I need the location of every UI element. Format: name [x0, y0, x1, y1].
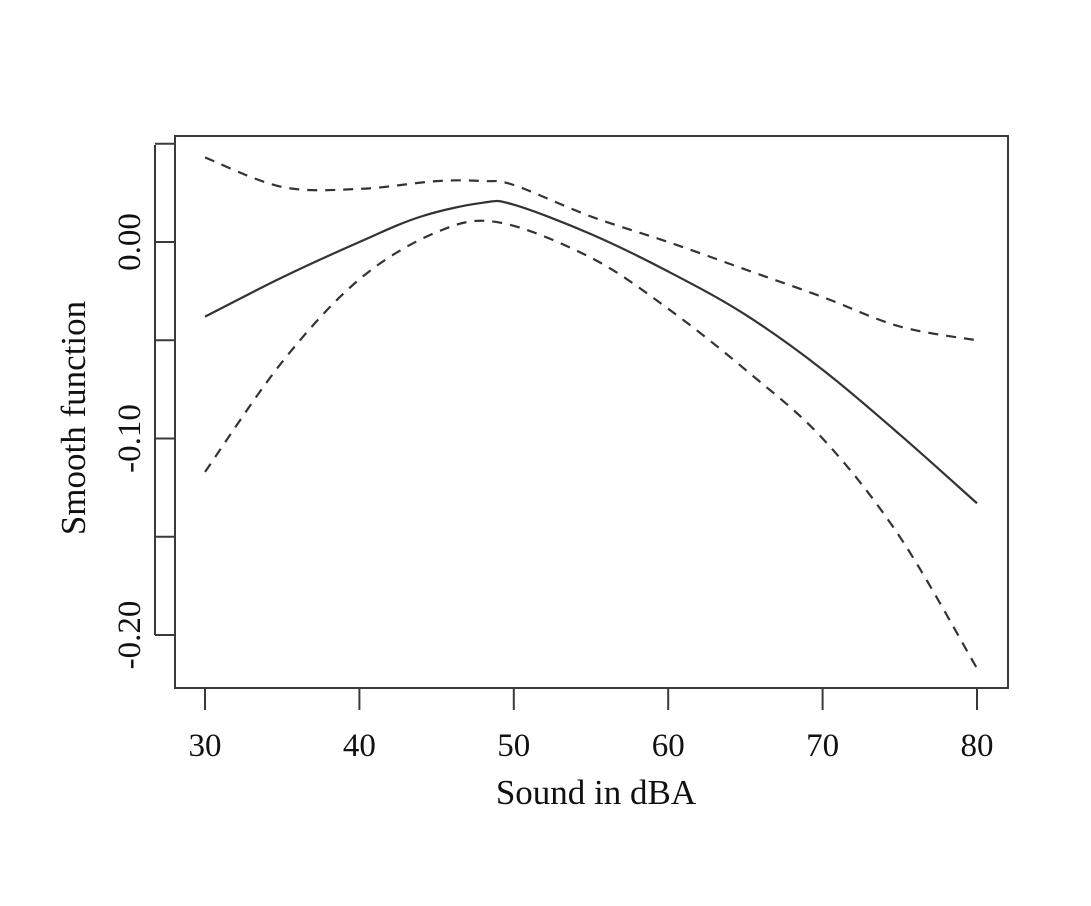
series-layer — [204, 156, 978, 669]
x-axis-title: Sound in dBA — [496, 773, 697, 812]
y-axis-title: Smooth function — [54, 301, 93, 535]
y-tick-label: -0.10 — [112, 404, 148, 473]
upper-confidence-line — [204, 156, 978, 342]
y-axis: -0.20 -0.10 0.00 — [112, 142, 175, 670]
x-tick-label: 30 — [189, 728, 222, 764]
x-tick-label: 50 — [497, 728, 530, 764]
smooth-estimate-line — [204, 199, 978, 505]
x-tick-label: 40 — [343, 728, 376, 764]
x-tick-label: 80 — [961, 728, 994, 764]
x-axis: 30 40 50 60 70 80 — [189, 687, 994, 764]
x-tick-label: 60 — [652, 728, 685, 764]
y-tick-label: -0.20 — [112, 601, 148, 670]
y-tick-label: 0.00 — [112, 213, 148, 271]
x-tick-label: 70 — [806, 728, 839, 764]
lower-confidence-line — [204, 219, 978, 669]
plot-frame — [174, 135, 1009, 689]
